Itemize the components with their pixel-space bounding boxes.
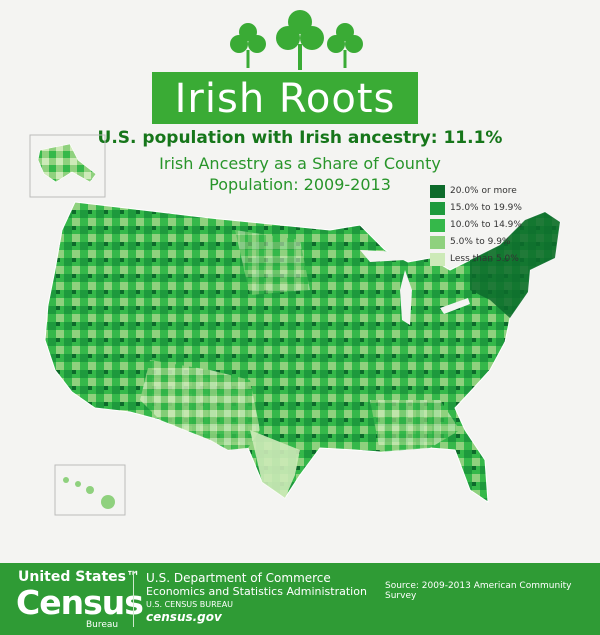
title-banner: Irish Roots [152, 72, 418, 124]
shamrock-icon [327, 23, 363, 68]
headline: U.S. population with Irish ancestry: 11.… [97, 128, 503, 148]
shamrock-icon [230, 23, 266, 68]
legend-swatch [430, 218, 445, 232]
shamrock-group [230, 10, 363, 70]
hawaii-inset-frame [54, 464, 126, 516]
admin-name: Economics and Statistics Administration [146, 585, 367, 598]
legend-item: Less than 5.0% [430, 251, 570, 267]
legend-label: 20.0% or more [450, 186, 517, 196]
southwest-region [140, 360, 260, 450]
legend-item: 15.0% to 19.9% [430, 200, 570, 216]
legend-swatch [430, 252, 445, 266]
map-subtitle: Irish Ancestry as a Share of County Popu… [159, 154, 441, 194]
us-county-map [29, 134, 561, 516]
census-logo-sub: Bureau [86, 620, 119, 630]
south-texas-region [250, 430, 300, 498]
legend-label: 15.0% to 19.9% [450, 203, 522, 213]
hawaii [63, 477, 115, 509]
census-logo: Census [16, 583, 144, 622]
website-link[interactable]: census.gov [146, 610, 222, 624]
legend-swatch [430, 235, 445, 249]
alaska [37, 143, 97, 183]
deep-south-region [370, 400, 460, 452]
lake-superior [360, 250, 405, 262]
legend-item: 20.0% or more [430, 183, 570, 199]
footer-divider [133, 571, 134, 627]
northeast-region [470, 212, 560, 318]
bureau-name: U.S. CENSUS BUREAU [146, 600, 234, 609]
map-legend: 20.0% or more 15.0% to 19.9% 10.0% to 14.9… [430, 183, 570, 268]
legend-label: 10.0% to 14.9% [450, 220, 522, 230]
legend-item: 10.0% to 14.9% [430, 217, 570, 233]
dept-name: U.S. Department of Commerce [146, 571, 331, 585]
legend-swatch [430, 184, 445, 198]
census-logo-top: United States™ [18, 569, 140, 585]
shamrock-icon [276, 10, 324, 70]
source-note: Source: 2009-2013 American Community Sur… [385, 581, 572, 601]
org-block: U.S. Department of Commerce Economics an… [146, 572, 367, 624]
legend-swatch [430, 201, 445, 215]
plains-light-region [235, 230, 310, 295]
page-title: Irish Roots [174, 76, 396, 122]
legend-label: 5.0% to 9.9% [450, 237, 511, 247]
alaska-inset-frame [29, 134, 106, 198]
legend-label: Less than 5.0% [450, 254, 519, 264]
lake-michigan [400, 270, 412, 325]
legend-item: 5.0% to 9.9% [430, 234, 570, 250]
footer: United States™ Census Bureau U.S. Depart… [0, 563, 600, 635]
lake-erie [440, 298, 470, 314]
